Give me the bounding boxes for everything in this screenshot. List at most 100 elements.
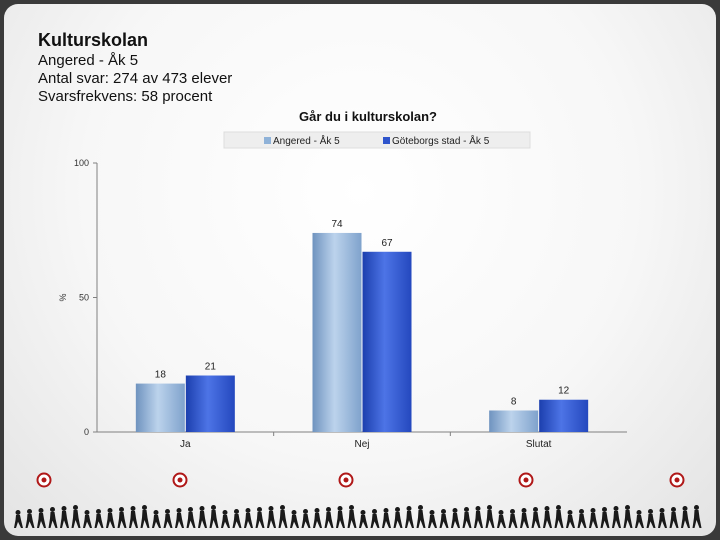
target-center <box>674 477 680 483</box>
walker-body <box>635 515 644 528</box>
walker-figure <box>416 505 426 528</box>
walker-head <box>406 506 412 511</box>
walker-head <box>73 505 78 510</box>
walker-head <box>521 508 527 513</box>
legend-label-1: Angered - Åk 5 <box>273 134 340 147</box>
walker-body <box>313 513 322 528</box>
bar-ja-series-1 <box>135 383 185 432</box>
walker-figure <box>577 509 587 528</box>
walker-figure <box>485 505 495 528</box>
walker-figure <box>612 506 621 528</box>
walker-figure <box>497 510 506 528</box>
walker-figure <box>520 508 529 528</box>
walker-head <box>544 506 550 511</box>
walker-head <box>533 507 538 512</box>
walker-figure <box>198 506 207 528</box>
walker-head <box>153 510 159 515</box>
walker-figure <box>439 509 449 528</box>
y-tick-label: 50 <box>79 293 89 303</box>
walker-head <box>429 510 435 515</box>
walker-body <box>163 514 173 528</box>
walker-head <box>441 509 446 514</box>
walker-figure <box>635 510 644 528</box>
target-center <box>41 477 47 483</box>
walker-body <box>497 515 506 528</box>
walker-figure <box>175 508 184 528</box>
walker-body <box>336 511 345 528</box>
walker-body <box>658 513 667 528</box>
target-icon <box>669 472 685 488</box>
walker-body <box>416 510 426 528</box>
data-label: 67 <box>381 238 393 249</box>
walker-figure <box>37 508 46 528</box>
y-tick-label: 100 <box>74 158 89 168</box>
walker-body <box>359 515 368 528</box>
walker-body <box>48 512 58 528</box>
bar-chart: Går du i kulturskolan? Angered - Åk 5 Göt… <box>74 109 627 450</box>
walker-head <box>107 508 113 513</box>
walker-figure <box>347 505 357 528</box>
walker-body <box>462 512 472 528</box>
walker-figure <box>600 507 610 528</box>
walker-head <box>291 510 297 515</box>
walker-figure <box>451 508 460 528</box>
x-tick-label: Nej <box>354 439 369 450</box>
walker-head <box>349 505 354 510</box>
walker-figure <box>554 505 564 528</box>
walker-figure <box>140 505 150 528</box>
walker-figure <box>313 508 322 528</box>
walker-body <box>83 515 92 528</box>
walker-body <box>267 511 276 528</box>
walker-head <box>395 507 400 512</box>
walker-head <box>15 510 21 515</box>
data-label: 8 <box>511 396 517 407</box>
walker-head <box>337 506 343 511</box>
walker-figure <box>566 510 575 528</box>
walker-body <box>370 514 380 528</box>
walker-head <box>464 507 469 512</box>
walker-body <box>221 515 230 528</box>
walker-figure <box>14 510 23 528</box>
walker-head <box>475 506 481 511</box>
bar-slutat-series-2 <box>539 399 589 432</box>
walker-head <box>280 505 285 510</box>
walker-head <box>498 510 504 515</box>
walker-figure <box>658 508 667 528</box>
walker-body <box>324 512 334 528</box>
walker-body <box>290 515 299 528</box>
walker-body <box>566 515 575 528</box>
walker-head <box>360 510 366 515</box>
walker-head <box>50 507 55 512</box>
walker-head <box>119 507 124 512</box>
walker-body <box>71 510 81 528</box>
walker-head <box>579 509 584 514</box>
walker-head <box>671 507 676 512</box>
walker-body <box>692 510 702 528</box>
walker-body <box>543 511 552 528</box>
x-tick-label: Slutat <box>526 439 552 450</box>
walker-figure <box>232 509 242 528</box>
walker-head <box>142 505 147 510</box>
walker-head <box>590 508 596 513</box>
walking-people-decoration <box>14 472 702 528</box>
walker-body <box>589 513 598 528</box>
walker-figure <box>324 507 334 528</box>
bar-nej-series-2 <box>362 251 412 432</box>
walker-head <box>303 509 308 514</box>
walker-figure <box>623 505 633 528</box>
walker-body <box>152 515 161 528</box>
walker-head <box>613 506 619 511</box>
bar-slutat-series-1 <box>489 410 539 432</box>
walker-head <box>176 508 182 513</box>
walker-figure <box>48 507 58 528</box>
walker-body <box>94 514 104 528</box>
walker-head <box>625 505 630 510</box>
walker-body <box>347 510 357 528</box>
walker-head <box>383 508 389 513</box>
walker-body <box>485 510 495 528</box>
walker-body <box>393 512 403 528</box>
walker-figure <box>60 506 69 528</box>
walker-body <box>474 511 483 528</box>
walker-figure <box>94 509 104 528</box>
walker-body <box>198 511 207 528</box>
